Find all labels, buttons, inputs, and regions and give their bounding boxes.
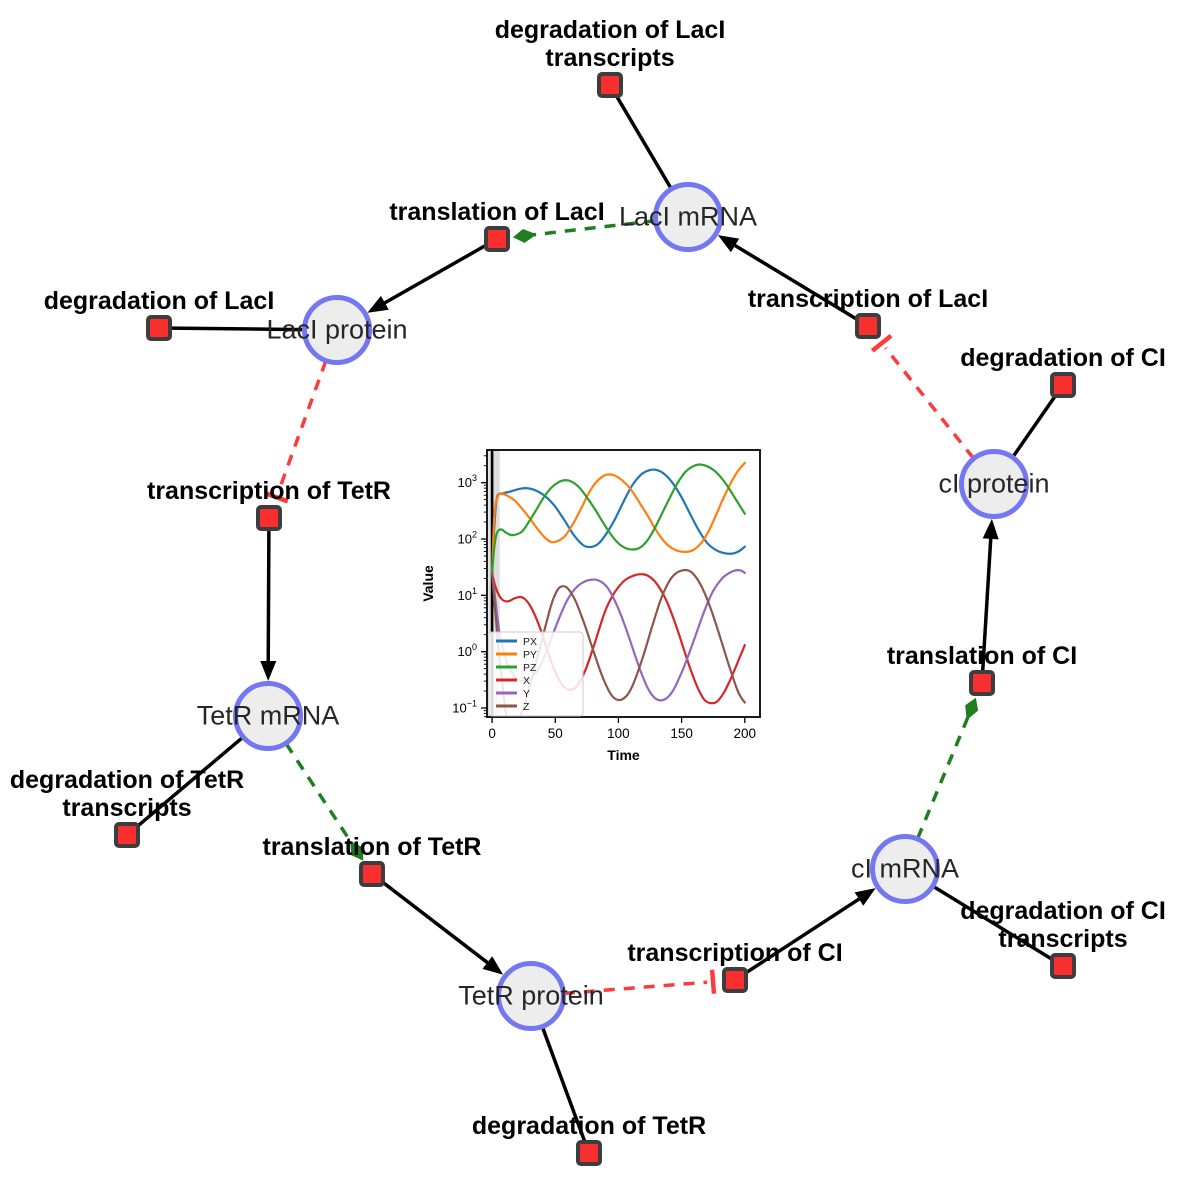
- species-node-lacI_mRNA[interactable]: [653, 182, 723, 252]
- edge-transl_cI-cI_protein: [980, 518, 999, 672]
- reaction-label-line: transcripts: [62, 794, 192, 822]
- chart-ticks: 0 50 100 150 200 10−1 100 101 102 103: [452, 455, 757, 741]
- reaction-label-deg_tetR: degradation of TetR: [472, 1112, 706, 1140]
- edge-lacI_protein-deg_lacI: [170, 326, 305, 332]
- chart-x-tick-100: 100: [607, 726, 630, 741]
- reaction-label-deg_cI: degradation of CI: [960, 344, 1166, 372]
- edge-cI_mRNA-deg_cI_tx: [932, 884, 1054, 962]
- series-PZ-line: [491, 463, 746, 574]
- species-label-cI_mRNA: cI mRNA: [851, 853, 959, 884]
- edge-transl_lacI-lacI_protein: [367, 243, 488, 313]
- species-node-cI_protein[interactable]: [959, 449, 1029, 519]
- chart-legend-label-Y: Y: [523, 688, 530, 700]
- chart-y-tick-10e-1: 10−1: [452, 699, 477, 716]
- reaction-label-tx_lacI: transcription of LacI: [748, 285, 988, 313]
- species-node-cI_mRNA[interactable]: [870, 834, 940, 904]
- reaction-label-line: transcription of TetR: [147, 477, 391, 505]
- reaction-label-transl_cI: translation of CI: [887, 642, 1077, 670]
- reaction-node-tx_tetR[interactable]: [256, 505, 282, 531]
- chart-x-tick-150: 150: [670, 726, 693, 741]
- reaction-node-deg_lacI[interactable]: [146, 315, 172, 341]
- edge-tetR_mRNA-transl_tetR: [284, 742, 364, 861]
- chart-legend-label-X: X: [523, 675, 530, 687]
- reaction-label-transl_lacI: translation of LacI: [389, 198, 604, 226]
- reaction-node-deg_tetR[interactable]: [576, 1140, 602, 1166]
- reaction-label-line: transcripts: [545, 44, 675, 72]
- chart-axes: [486, 449, 761, 718]
- edge-tx_lacI-lacI_mRNA: [717, 235, 859, 322]
- chart-y-axis-label: Value: [420, 565, 436, 602]
- species-label-tetR_protein: TetR protein: [458, 980, 604, 1011]
- species-node-lacI_protein[interactable]: [302, 295, 372, 365]
- edge-lacI_mRNA-deg_lacI_tx: [614, 94, 673, 190]
- edge-tetR_mRNA-deg_tetR_tx: [135, 735, 244, 829]
- species-node-tetR_protein[interactable]: [496, 961, 566, 1031]
- reaction-node-transl_cI[interactable]: [969, 670, 995, 696]
- chart-y-tick-10e3: 103: [458, 473, 477, 490]
- chart-legend-label-PX: PX: [523, 636, 537, 648]
- edge-tx_cI-cI_mRNA: [744, 888, 876, 975]
- reaction-label-deg_lacI: degradation of LacI: [44, 287, 275, 315]
- reaction-label-line: degradation of CI: [960, 344, 1166, 372]
- species-label-tetR_mRNA: TetR mRNA: [196, 700, 340, 731]
- reaction-label-line: degradation of TetR: [9, 766, 245, 794]
- edge-tx_tetR-tetR_mRNA: [260, 529, 277, 681]
- reaction-node-deg_cI[interactable]: [1050, 372, 1076, 398]
- reaction-label-deg_lacI_tx: degradation of LacI transcripts: [495, 16, 726, 72]
- reaction-label-line: degradation of LacI: [494, 16, 726, 44]
- chart-x-axis-label: Time: [607, 747, 640, 763]
- species-label-lacI_protein: LacI protein: [266, 314, 408, 345]
- reaction-label-line: transcription of LacI: [747, 285, 989, 313]
- species-label-lacI_mRNA: LacI mRNA: [618, 201, 758, 232]
- reaction-label-line: translation of TetR: [262, 833, 482, 861]
- chart-legend-label-PZ: PZ: [523, 662, 537, 674]
- reaction-node-transl_lacI[interactable]: [484, 226, 510, 252]
- reaction-label-line: transcription of CI: [627, 939, 843, 967]
- edge-lacI_mRNA-transl_lacI: [512, 219, 656, 243]
- edge-cI_protein-tx_lacI: [870, 333, 975, 460]
- reaction-label-line: translation of CI: [886, 642, 1078, 670]
- reaction-label-line: transcripts: [998, 925, 1128, 953]
- reaction-label-tx_cI: transcription of CI: [627, 939, 842, 967]
- edge-tetR_protein-tx_cI: [563, 969, 717, 996]
- reaction-label-line: degradation of LacI: [43, 287, 275, 315]
- chart-y-tick-10e2: 102: [458, 530, 477, 547]
- edge-tetR_protein-deg_tetR: [540, 1026, 587, 1143]
- edge-lacI_protein-tx_tetR: [264, 360, 328, 504]
- reaction-label-line: degradation of CI: [960, 897, 1166, 925]
- chart-y-tick-10e0: 100: [458, 642, 477, 659]
- reaction-label-line: translation of LacI: [389, 198, 605, 226]
- chart-x-tick-0: 0: [488, 726, 496, 741]
- reaction-node-deg_tetR_tx[interactable]: [114, 822, 140, 848]
- species-label-cI_protein: cI protein: [938, 468, 1050, 499]
- reaction-node-tx_cI[interactable]: [722, 967, 748, 993]
- reaction-label-tx_tetR: transcription of TetR: [147, 477, 391, 505]
- chart-legend-label-Z: Z: [523, 701, 530, 713]
- species-node-tetR_mRNA[interactable]: [233, 681, 303, 751]
- reaction-node-transl_tetR[interactable]: [359, 861, 385, 887]
- reaction-label-deg_cI_tx: degradation of CI transcripts: [960, 897, 1166, 953]
- series-X-line: [491, 571, 746, 705]
- reaction-node-deg_lacI_tx[interactable]: [597, 72, 623, 98]
- edge-cI_mRNA-transl_cI: [915, 697, 979, 840]
- chart-x-tick-50: 50: [548, 726, 563, 741]
- chart-legend-label-PY: PY: [523, 649, 537, 661]
- series-PY-line: [491, 461, 746, 574]
- reaction-node-tx_lacI[interactable]: [855, 313, 881, 339]
- edge-cI_protein-deg_cI: [1011, 393, 1058, 458]
- reaction-label-deg_tetR_tx: degradation of TetR transcripts: [10, 766, 244, 822]
- reaction-label-transl_tetR: translation of TetR: [263, 833, 482, 861]
- chart-x-tick-200: 200: [734, 726, 757, 741]
- reaction-label-line: degradation of TetR: [471, 1112, 707, 1140]
- reaction-node-deg_cI_tx[interactable]: [1050, 953, 1076, 979]
- edge-transl_tetR-tetR_protein: [380, 879, 504, 975]
- chart-y-tick-10e1: 101: [458, 586, 477, 603]
